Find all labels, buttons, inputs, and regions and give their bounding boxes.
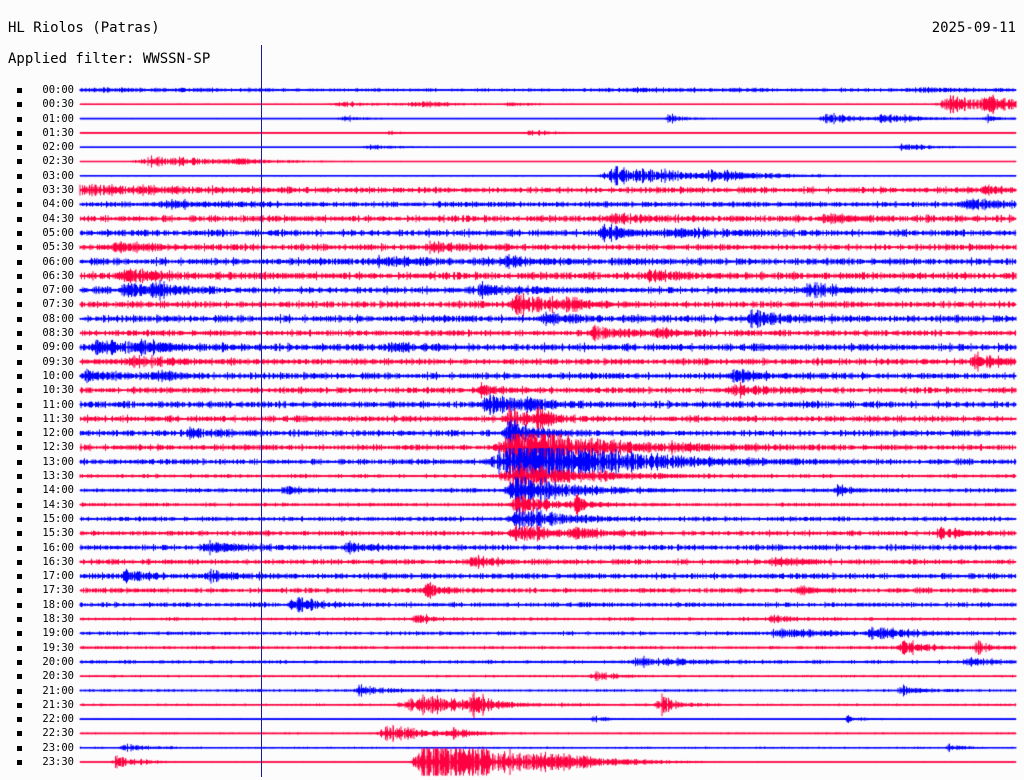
time-marker-line [261,45,262,777]
